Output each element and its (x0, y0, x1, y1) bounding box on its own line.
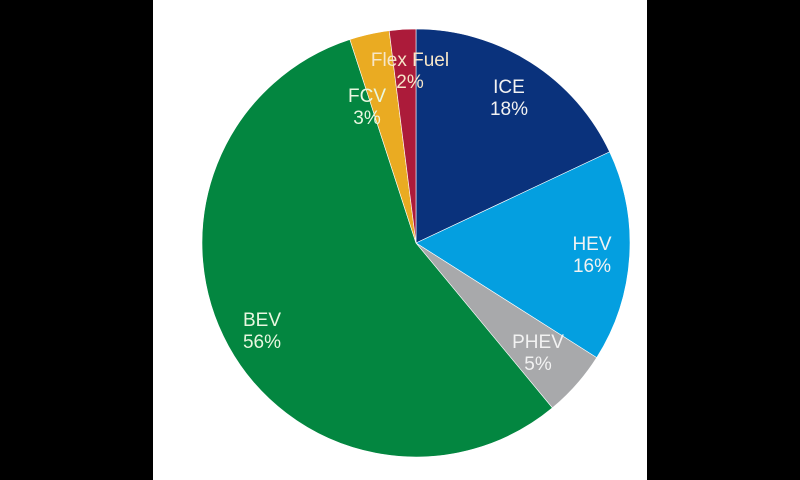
pie-slice-hev (415, 151, 631, 359)
label-flex-fuel: Flex Fuel 2% (371, 50, 449, 94)
label-ice-name: ICE (493, 77, 525, 98)
label-bev: BEV 56% (243, 310, 281, 354)
label-phev-value: 5% (524, 354, 552, 375)
label-flex-fuel-value: 2% (396, 72, 424, 93)
pie-slice-ice (415, 28, 611, 244)
label-fcv-name: FCV (348, 86, 386, 107)
label-fcv-value: 3% (353, 108, 381, 129)
pie-slice-bev (201, 39, 553, 458)
label-hev-value: 16% (572, 256, 612, 277)
label-ice-value: 18% (489, 99, 529, 120)
label-bev-value: 56% (242, 332, 282, 353)
label-fcv: FCV 3% (348, 86, 386, 130)
label-bev-name: BEV (242, 310, 282, 331)
label-phev: PHEV 5% (512, 332, 564, 376)
label-flex-fuel-name: Flex Fuel (370, 50, 450, 71)
label-phev-name: PHEV (512, 332, 564, 353)
pie-slice-flex-fuel (388, 28, 417, 244)
label-ice: ICE 18% (490, 77, 528, 121)
label-hev-name: HEV (572, 234, 612, 255)
label-hev: HEV 16% (572, 234, 611, 278)
